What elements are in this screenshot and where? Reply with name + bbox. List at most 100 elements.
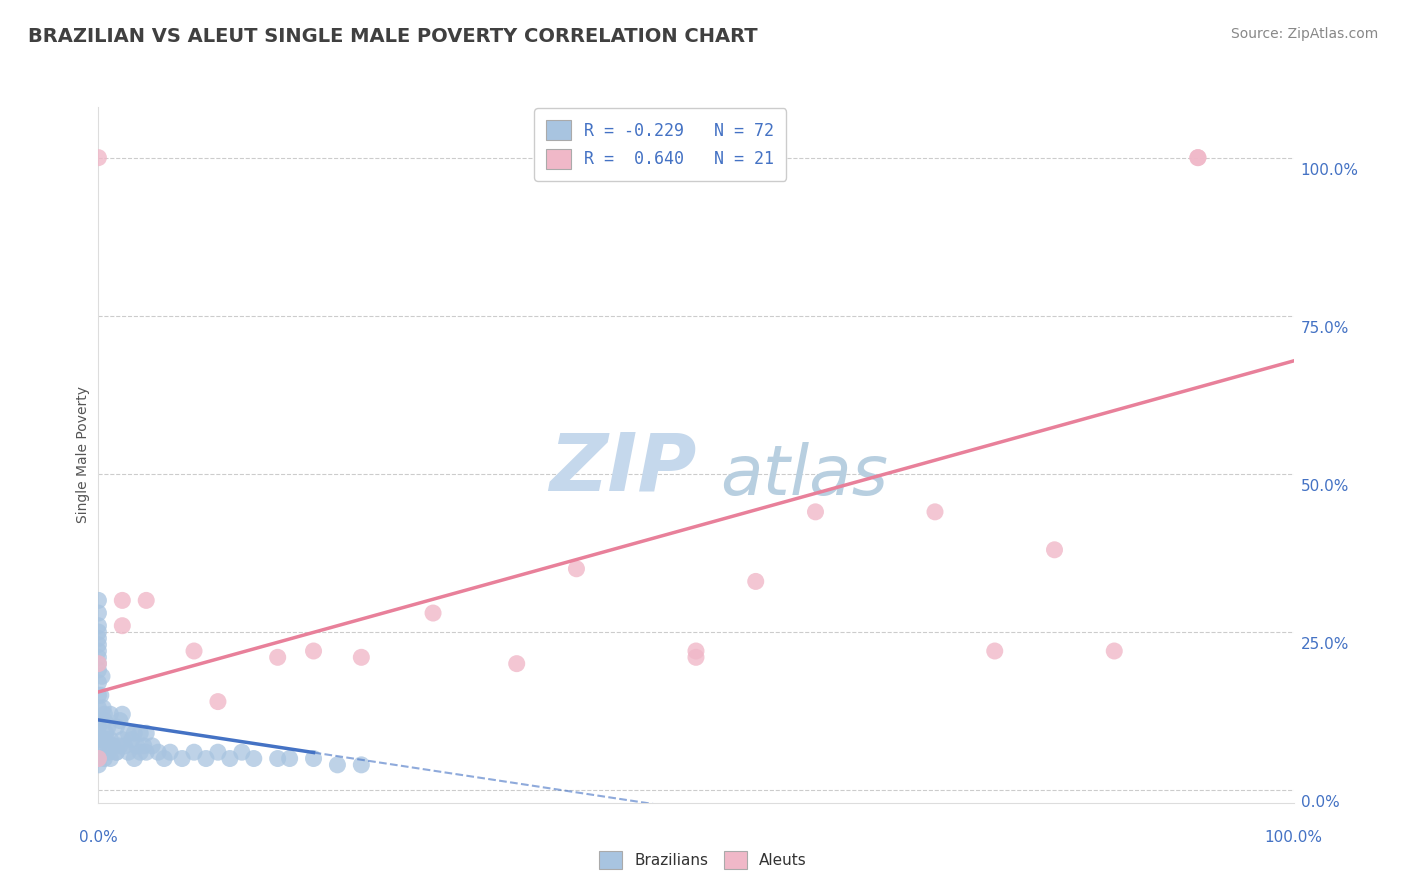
- Point: [685, 644, 707, 658]
- Point: [87, 606, 110, 620]
- Point: [422, 606, 444, 620]
- Legend: R = -0.229   N = 72, R =  0.640   N = 21: R = -0.229 N = 72, R = 0.640 N = 21: [534, 109, 786, 181]
- Point: [1187, 151, 1209, 165]
- Point: [219, 751, 242, 765]
- Point: [194, 751, 217, 765]
- Point: [93, 751, 115, 765]
- Point: [105, 745, 128, 759]
- Point: [87, 618, 110, 632]
- Legend: Brazilians, Aleuts: Brazilians, Aleuts: [593, 845, 813, 875]
- Point: [87, 726, 110, 740]
- Point: [350, 757, 373, 772]
- Point: [267, 751, 290, 765]
- Point: [111, 732, 134, 747]
- Point: [93, 732, 115, 747]
- Point: [350, 650, 373, 665]
- Point: [129, 745, 152, 759]
- Point: [87, 644, 110, 658]
- Point: [98, 732, 122, 747]
- Point: [1043, 542, 1066, 557]
- Point: [207, 695, 229, 709]
- Point: [97, 745, 120, 759]
- Point: [111, 593, 134, 607]
- Point: [141, 739, 163, 753]
- Text: 50.0%: 50.0%: [1301, 479, 1348, 494]
- Point: [97, 720, 120, 734]
- Point: [94, 726, 117, 740]
- Point: [983, 644, 1005, 658]
- Point: [745, 574, 768, 589]
- Point: [91, 669, 114, 683]
- Point: [87, 638, 110, 652]
- Point: [101, 739, 124, 753]
- Point: [111, 618, 134, 632]
- Point: [111, 707, 134, 722]
- Point: [87, 701, 110, 715]
- Point: [506, 657, 529, 671]
- Point: [183, 644, 205, 658]
- Point: [135, 745, 157, 759]
- Text: 25.0%: 25.0%: [1301, 637, 1348, 652]
- Point: [87, 632, 110, 646]
- Point: [124, 751, 146, 765]
- Point: [159, 745, 181, 759]
- Point: [135, 593, 157, 607]
- Point: [565, 562, 588, 576]
- Point: [91, 701, 114, 715]
- Point: [1102, 644, 1125, 658]
- Point: [108, 739, 131, 753]
- Text: BRAZILIAN VS ALEUT SINGLE MALE POVERTY CORRELATION CHART: BRAZILIAN VS ALEUT SINGLE MALE POVERTY C…: [28, 27, 758, 45]
- Point: [183, 745, 205, 759]
- Point: [105, 720, 128, 734]
- Point: [90, 688, 112, 702]
- Point: [87, 714, 110, 728]
- Point: [685, 650, 707, 665]
- Point: [231, 745, 253, 759]
- Point: [87, 663, 110, 677]
- Point: [87, 757, 110, 772]
- Point: [98, 751, 122, 765]
- Point: [125, 739, 148, 753]
- Point: [278, 751, 301, 765]
- Point: [93, 707, 115, 722]
- Point: [87, 675, 110, 690]
- Text: 100.0%: 100.0%: [1301, 163, 1358, 178]
- Text: Source: ZipAtlas.com: Source: ZipAtlas.com: [1230, 27, 1378, 41]
- Point: [302, 751, 325, 765]
- Point: [108, 714, 131, 728]
- Text: 0.0%: 0.0%: [1301, 796, 1340, 810]
- Point: [207, 745, 229, 759]
- Point: [804, 505, 827, 519]
- Point: [132, 739, 155, 753]
- Point: [924, 505, 946, 519]
- Point: [129, 726, 152, 740]
- Text: 75.0%: 75.0%: [1301, 321, 1348, 336]
- Point: [87, 720, 110, 734]
- Point: [87, 739, 110, 753]
- Text: atlas: atlas: [720, 442, 887, 509]
- Point: [93, 714, 115, 728]
- Point: [87, 751, 110, 765]
- Point: [117, 726, 139, 740]
- Point: [87, 593, 110, 607]
- Point: [87, 657, 110, 671]
- Point: [114, 739, 136, 753]
- Point: [87, 151, 110, 165]
- Text: 100.0%: 100.0%: [1264, 830, 1323, 845]
- Point: [267, 650, 290, 665]
- Point: [1187, 151, 1209, 165]
- Point: [243, 751, 266, 765]
- Point: [124, 726, 146, 740]
- Point: [172, 751, 194, 765]
- Point: [87, 751, 110, 765]
- Point: [302, 644, 325, 658]
- Point: [96, 732, 118, 747]
- Point: [117, 745, 139, 759]
- Point: [121, 732, 143, 747]
- Point: [87, 625, 110, 640]
- Text: ZIP: ZIP: [548, 430, 696, 508]
- Point: [98, 707, 122, 722]
- Y-axis label: Single Male Poverty: Single Male Poverty: [76, 386, 90, 524]
- Point: [135, 726, 157, 740]
- Point: [87, 657, 110, 671]
